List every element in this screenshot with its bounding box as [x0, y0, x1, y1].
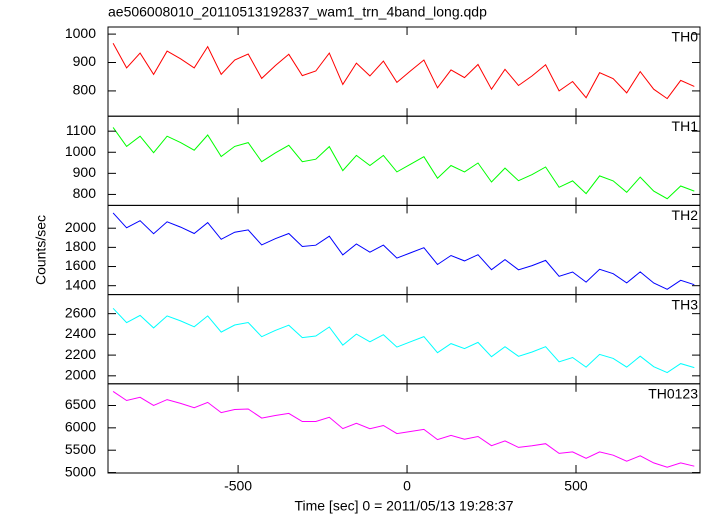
y-axis-label: Counts/sec: [33, 215, 49, 285]
x-tick-label: -500: [224, 478, 252, 494]
y-tick-label: 800: [73, 82, 97, 98]
panel-frame: [107, 294, 701, 385]
panel-name: TH2: [672, 207, 699, 223]
y-tick-label: 1100: [66, 122, 96, 138]
y-tick-label: 1400: [65, 276, 96, 292]
data-line: [112, 127, 695, 200]
y-tick-label: 5500: [65, 441, 96, 457]
panel-frame: [107, 115, 701, 206]
chart-title: ae506008010_20110513192837_wam1_trn_4ban…: [108, 4, 487, 20]
x-tick-label: 0: [403, 478, 411, 494]
y-tick-label: 2200: [65, 346, 96, 362]
panel-frame: [107, 26, 701, 117]
y-tick-label: 5000: [65, 463, 96, 479]
data-line: [112, 212, 695, 290]
y-tick-label: 1600: [65, 257, 96, 273]
y-tick-label: 900: [73, 53, 97, 69]
y-tick-label: 6000: [65, 419, 96, 435]
y-tick-label: 2000: [65, 367, 96, 383]
data-line: [112, 42, 695, 100]
panel-name: TH1: [672, 118, 699, 134]
data-line: [112, 390, 695, 468]
panel-name: TH0: [672, 29, 699, 45]
panel-name: TH0123: [648, 386, 698, 402]
panel-name: TH3: [672, 296, 699, 312]
y-tick-label: 1000: [65, 25, 96, 41]
y-tick-label: 1800: [65, 238, 96, 254]
panel-frame: [107, 204, 701, 296]
y-tick-label: 2400: [65, 325, 96, 341]
y-tick-label: 800: [73, 185, 97, 201]
panel-frame: [107, 383, 701, 474]
x-tick-label: 500: [564, 478, 588, 494]
data-line: [112, 307, 695, 374]
y-tick-label: 2000: [65, 219, 96, 235]
y-tick-label: 6500: [65, 396, 96, 412]
x-axis-label: Time [sec] 0 = 2011/05/13 19:28:37: [294, 498, 513, 514]
y-tick-label: 2600: [65, 304, 96, 320]
y-tick-label: 900: [73, 164, 97, 180]
y-tick-label: 1000: [65, 143, 96, 159]
